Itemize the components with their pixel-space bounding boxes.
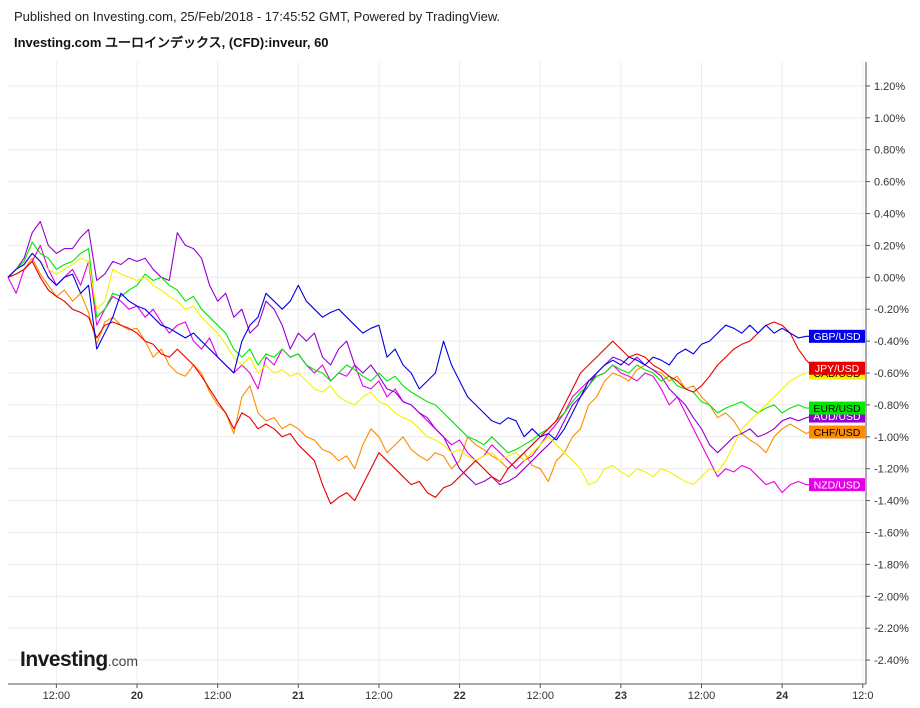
y-tick-label: 0.80% xyxy=(874,145,905,157)
series-line-chf-usd[interactable] xyxy=(7,257,815,483)
y-tick-label: 0.40% xyxy=(874,209,905,221)
y-tick-label: -1.20% xyxy=(874,464,909,476)
x-tick-label: 12:0 xyxy=(852,690,873,702)
y-tick-label: -2.20% xyxy=(874,623,909,635)
series-tag-gbp-usd: GBP/USD xyxy=(809,329,865,343)
series-tag-label: JPY/USD xyxy=(815,363,860,375)
x-tick-label: 12:00 xyxy=(688,690,716,702)
series-lines xyxy=(7,220,850,505)
series-line-nzd-usd[interactable] xyxy=(7,244,815,494)
x-tick-label: 21 xyxy=(292,690,304,702)
series-tags: CHF/USDNZD/USDAUD/USDEUR/USDCAD/USDJPY/U… xyxy=(809,329,865,491)
y-tick-label: -1.40% xyxy=(874,496,909,508)
series-tag-box xyxy=(809,329,865,343)
series-tag-label: NZD/USD xyxy=(814,479,861,491)
y-tick-label: -2.00% xyxy=(874,591,909,603)
series-tag-box xyxy=(809,478,865,492)
series-tag-label: CHF/USD xyxy=(814,427,861,439)
x-tick-label: 12:00 xyxy=(43,690,71,702)
series-line-cad-usd[interactable] xyxy=(7,252,815,486)
series-tag-chf-usd: CHF/USD xyxy=(809,425,865,439)
chart-axes: 1.20% 1.00% 0.80% 0.60% 0.40% 0.20% 0.00% -0.20… xyxy=(8,62,909,702)
series-tag-box xyxy=(809,425,865,439)
series-tag-eur-usd: EUR/USD xyxy=(809,401,865,415)
y-tick-label: -0.80% xyxy=(874,400,909,412)
logo-text: Investing xyxy=(20,648,108,671)
y-tick-label: -1.80% xyxy=(874,559,909,571)
y-tick-label: 1.20% xyxy=(874,81,905,93)
series-tag-nzd-usd: NZD/USD xyxy=(809,478,865,491)
x-tick-label: 12:00 xyxy=(526,690,554,702)
series-tag-label: GBP/USD xyxy=(813,331,861,343)
y-tick-label: -0.40% xyxy=(874,336,909,348)
series-tag-box xyxy=(809,361,865,375)
y-tick-label: 0.00% xyxy=(874,272,905,284)
x-tick-label: 12:00 xyxy=(365,690,393,702)
series-line-jpy-usd[interactable] xyxy=(7,260,815,505)
x-tick-label: 22 xyxy=(453,690,465,702)
chart-grid xyxy=(8,62,866,684)
investing-logo: Investing.com xyxy=(20,648,138,672)
x-tick-label: 12:00 xyxy=(204,690,232,702)
chart-title: Investing.com ユーロインデックス, (CFD):inveur, 6… xyxy=(14,35,329,50)
series-line-gbp-usd[interactable] xyxy=(7,252,850,441)
y-tick-label: 0.20% xyxy=(874,240,905,252)
y-tick-label: -0.20% xyxy=(874,304,909,316)
series-tag-jpy-usd: JPY/USD xyxy=(809,361,865,375)
y-tick-label: -1.60% xyxy=(874,527,909,539)
y-tick-label: -2.40% xyxy=(874,655,909,667)
y-tick-label: -1.00% xyxy=(874,432,909,444)
y-tick-label: -0.60% xyxy=(874,368,909,380)
published-caption: Published on Investing.com, 25/Feb/2018 … xyxy=(14,9,501,24)
x-tick-label: 23 xyxy=(615,690,627,702)
y-tick-label: 0.60% xyxy=(874,177,905,189)
series-tag-box xyxy=(809,401,865,415)
series-line-aud-usd[interactable] xyxy=(7,220,815,486)
x-tick-label: 24 xyxy=(776,690,789,702)
logo-suffix: .com xyxy=(107,653,139,669)
series-tag-label: EUR/USD xyxy=(813,403,861,415)
y-tick-label: 1.00% xyxy=(874,113,905,125)
x-tick-label: 20 xyxy=(131,690,143,702)
